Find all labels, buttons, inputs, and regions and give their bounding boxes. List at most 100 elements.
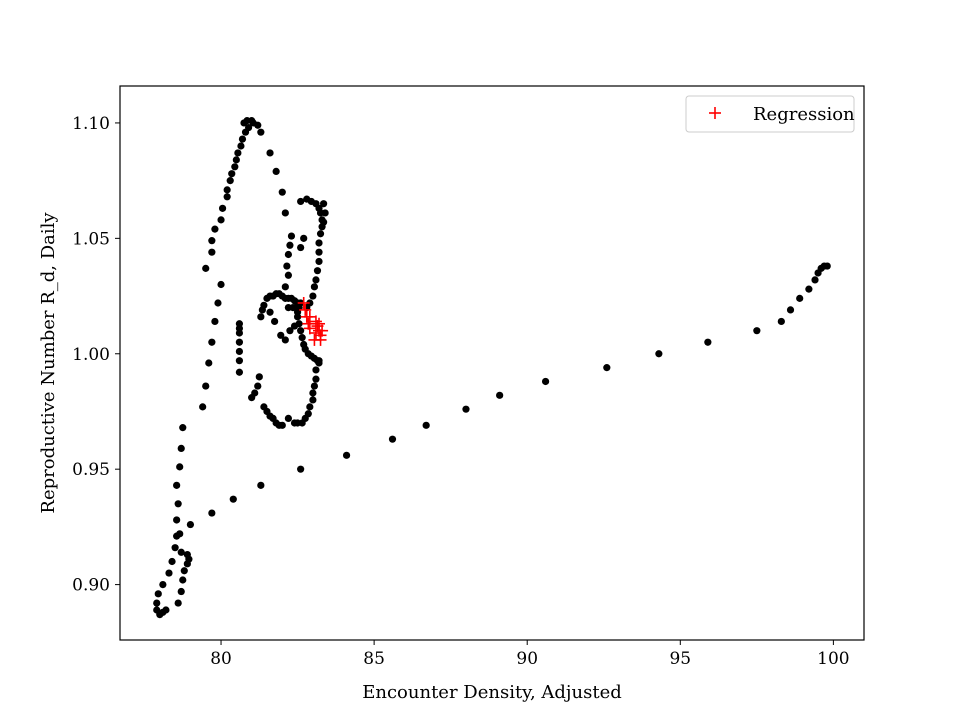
data-point: [217, 280, 225, 289]
data-point: [214, 299, 222, 307]
legend-entry-label: Regression: [753, 104, 855, 125]
data-point: [183, 550, 191, 559]
data-point: [208, 338, 216, 346]
data-point: [278, 421, 286, 429]
x-tick-label: 95: [669, 649, 691, 669]
data-point: [255, 373, 263, 381]
data-point: [266, 308, 274, 316]
data-point: [281, 336, 289, 344]
data-point: [218, 204, 227, 212]
data-point: [257, 128, 265, 136]
data-point: [257, 481, 265, 489]
data-point: [316, 230, 325, 238]
data-point: [309, 396, 317, 404]
data-point: [235, 320, 244, 328]
data-point: [180, 567, 188, 575]
data-point: [298, 334, 306, 342]
data-point: [281, 283, 289, 291]
data-point: [171, 544, 179, 552]
data-point: [603, 364, 611, 372]
data-point: [176, 530, 184, 538]
data-point: [234, 149, 242, 157]
data-point: [177, 587, 185, 596]
data-point: [289, 304, 297, 312]
x-tick-label: 85: [363, 649, 385, 669]
data-point: [226, 177, 234, 185]
data-point: [177, 548, 185, 556]
data-point: [320, 200, 328, 208]
x-tick-label: 90: [516, 649, 538, 669]
data-point: [312, 375, 320, 383]
data-point: [315, 239, 323, 247]
data-point: [290, 322, 299, 330]
data-point: [174, 599, 182, 607]
data-point: [223, 186, 231, 194]
data-point: [310, 283, 319, 291]
data-point: [281, 209, 289, 217]
data-point: [235, 357, 244, 365]
legend: Regression: [685, 95, 855, 133]
data-point: [186, 520, 195, 529]
data-point: [235, 347, 244, 356]
data-point: [254, 121, 262, 129]
legend-frame: [685, 95, 855, 133]
data-point: [154, 590, 162, 598]
data-point: [422, 421, 430, 429]
data-point: [173, 481, 181, 489]
data-point: [777, 317, 785, 326]
data-point: [286, 241, 294, 249]
y-tick-label: 1.10: [72, 114, 110, 134]
data-point: [297, 243, 305, 252]
data-point: [277, 331, 285, 339]
data-point: [211, 225, 219, 233]
data-point: [205, 359, 213, 367]
data-point: [257, 313, 265, 321]
regression-point: [303, 310, 316, 323]
data-point: [177, 444, 185, 453]
y-tick-label: 0.95: [72, 460, 110, 480]
data-point: [462, 405, 470, 413]
data-point: [202, 382, 210, 390]
data-point: [179, 424, 187, 432]
data-point: [228, 170, 236, 178]
regression-point: [303, 322, 316, 335]
data-point: [162, 606, 170, 614]
data-point: [176, 463, 184, 471]
data-point: [254, 382, 262, 390]
data-point: [173, 516, 181, 524]
y-tick-label: 1.05: [72, 229, 110, 249]
data-point: [753, 327, 761, 335]
data-point: [315, 257, 323, 266]
data-point: [174, 500, 182, 508]
data-point: [823, 262, 831, 270]
data-point: [251, 389, 259, 397]
data-point: [300, 234, 308, 242]
data-point: [235, 338, 244, 346]
x-tick-label: 80: [210, 649, 232, 669]
data-point: [796, 294, 804, 302]
data-point: [232, 156, 240, 164]
regression-point: [316, 324, 329, 337]
plot-area-frame: [119, 85, 865, 641]
data-point: [223, 193, 231, 201]
data-point: [286, 327, 294, 335]
data-point: [321, 209, 329, 217]
data-point: [217, 216, 225, 224]
regression-point: [299, 303, 312, 316]
data-point: [293, 313, 302, 321]
data-point: [271, 317, 279, 326]
data-point: [211, 317, 219, 326]
data-point: [704, 338, 712, 346]
data-point: [315, 357, 323, 365]
regression-point: [309, 326, 322, 339]
data-point: [786, 306, 795, 314]
data-point: [159, 581, 167, 589]
data-point: [238, 135, 247, 143]
data-point: [165, 569, 173, 577]
y-tick-label: 1.00: [72, 345, 110, 365]
data-point: [202, 264, 210, 272]
data-point: [313, 267, 322, 275]
data-point: [208, 237, 216, 245]
data-point: [153, 599, 161, 607]
